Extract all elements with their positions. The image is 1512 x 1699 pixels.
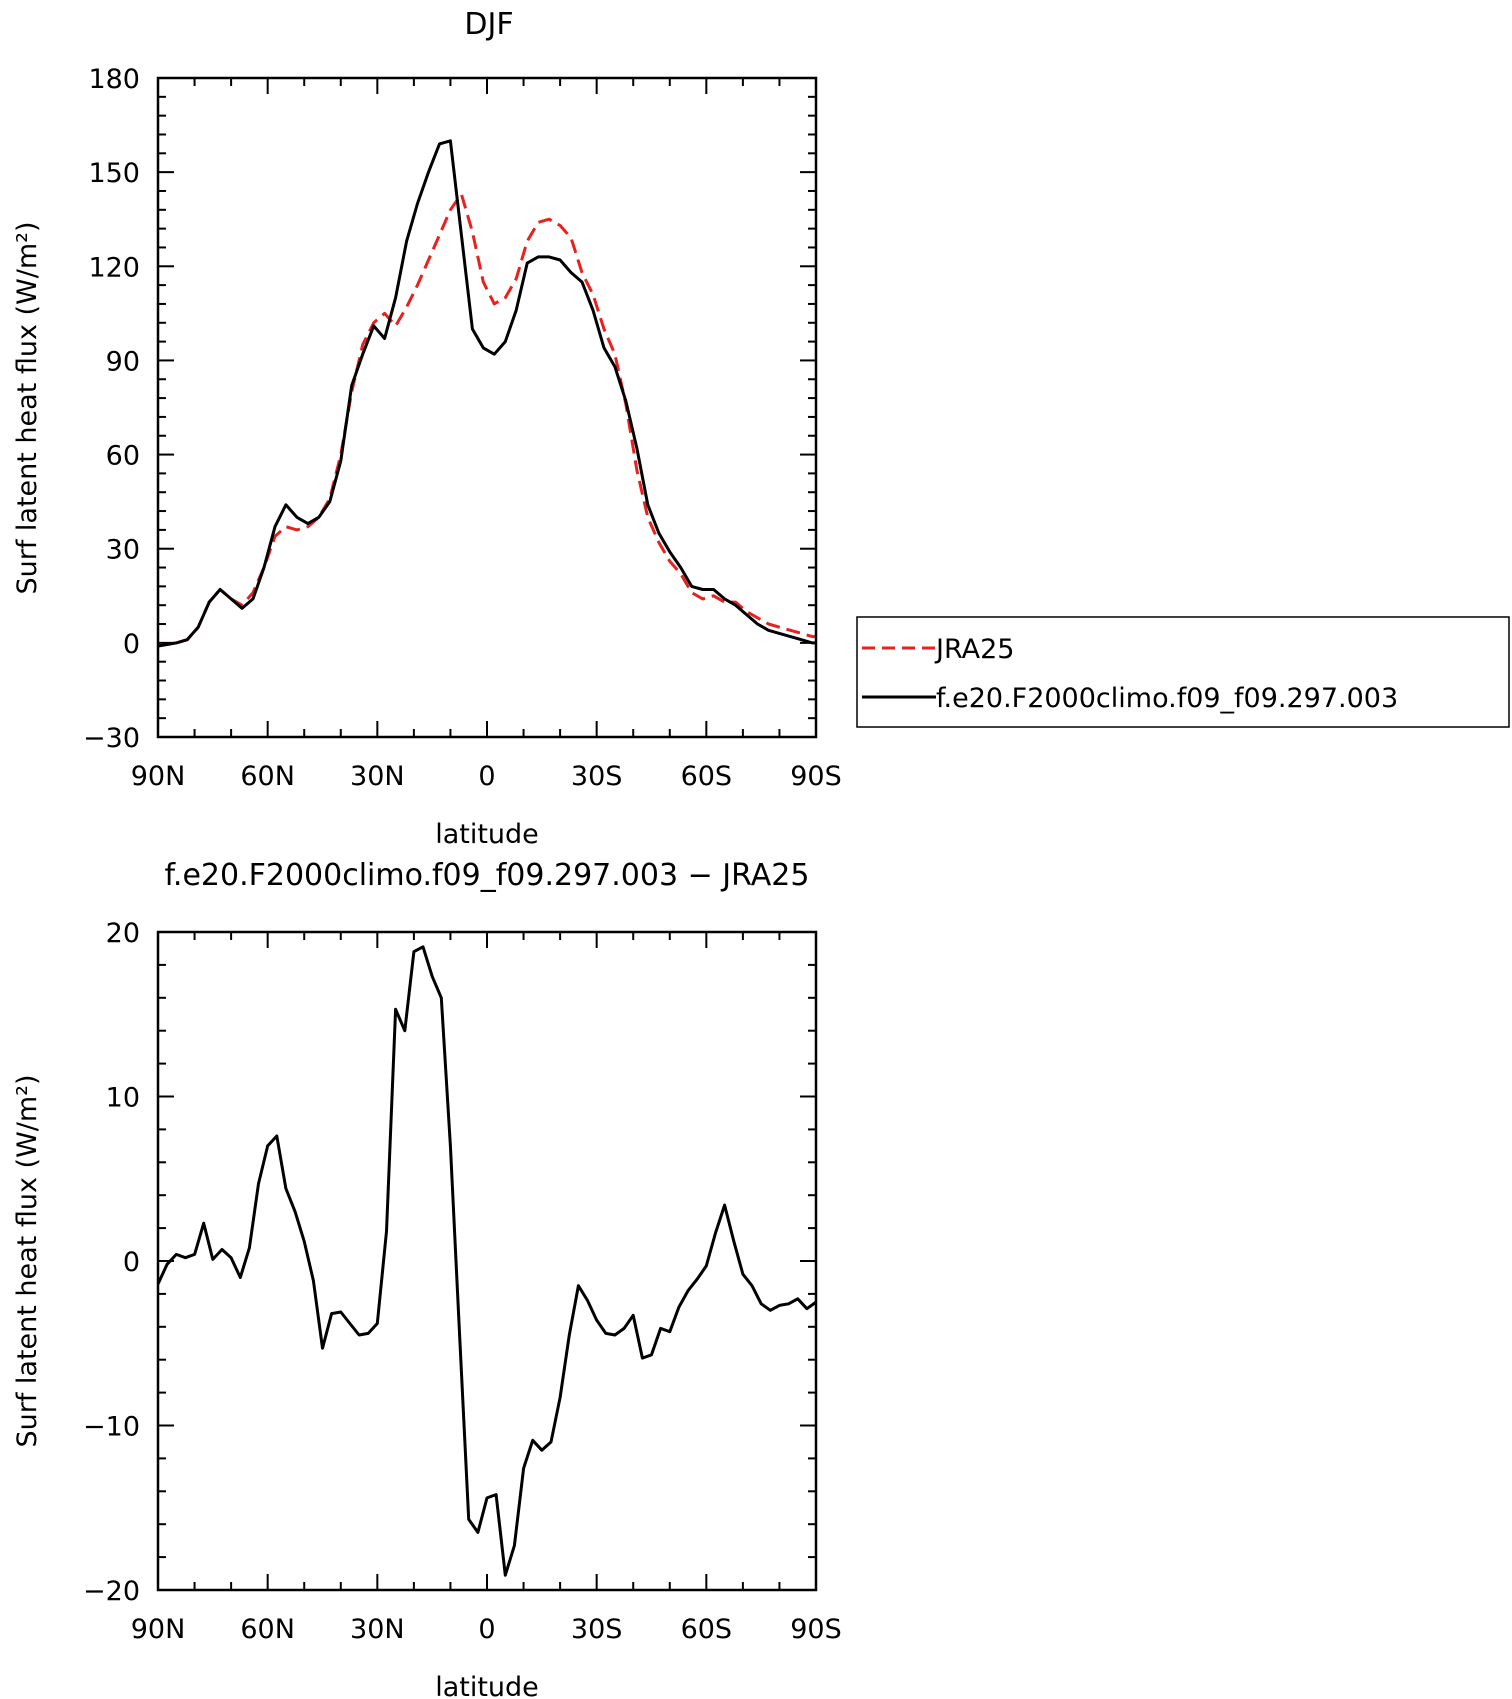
y-tick-label: 180: [88, 64, 140, 95]
y-tick-label: −30: [83, 723, 140, 754]
y-tick-label: 0: [123, 629, 140, 660]
top-chart-x-axis-label: latitude: [435, 819, 539, 850]
series-line-difference: [156, 945, 817, 1577]
legend: JRA25 f.e20.F2000climo.f09_f09.297.003: [856, 616, 1510, 728]
x-tick-label: 0: [478, 761, 495, 792]
y-tick-label: −10: [83, 1412, 140, 1443]
x-tick-label: 90N: [131, 1614, 186, 1645]
x-tick-label: 60S: [681, 761, 733, 792]
top-chart-series: [157, 139, 816, 648]
y-tick-label: 10: [106, 1083, 140, 1114]
y-tick-label: 150: [88, 158, 140, 189]
y-tick-label: 0: [123, 1247, 140, 1278]
y-tick-label: −20: [83, 1576, 140, 1607]
legend-box: [856, 616, 1510, 728]
top-chart-y-axis-label: Surf latent heat flux (W/m²): [12, 221, 43, 594]
x-tick-label: 60N: [240, 1614, 295, 1645]
y-tick-label: 20: [106, 918, 140, 949]
legend-label-model: f.e20.F2000climo.f09_f09.297.003: [936, 683, 1398, 714]
bottom-chart-series: [156, 945, 817, 1577]
top-chart-y-tick-labels: −30 0 30 60 90 120 150 180: [83, 64, 140, 754]
top-chart-panel: DJF −30 0 30 60 90 120 150 180 90N 60N 30N 0 30S 60S…: [12, 7, 842, 850]
bottom-chart-title: f.e20.F2000climo.f09_f09.297.003 − JRA25: [165, 858, 810, 893]
x-tick-label: 30S: [571, 761, 623, 792]
top-chart-title: DJF: [464, 7, 513, 42]
y-tick-label: 90: [106, 346, 140, 377]
x-tick-label: 90S: [790, 1614, 842, 1645]
x-tick-label: 30N: [350, 761, 405, 792]
y-tick-label: 60: [106, 441, 140, 472]
bottom-chart-panel: f.e20.F2000climo.f09_f09.297.003 − JRA25…: [12, 858, 842, 1699]
bottom-chart-x-tick-labels: 90N 60N 30N 0 30S 60S 90S: [131, 1614, 842, 1645]
x-tick-label: 90N: [131, 761, 186, 792]
bottom-chart-y-tick-labels: −20 −10 0 10 20: [83, 918, 140, 1607]
x-tick-label: 30S: [571, 1614, 623, 1645]
x-tick-label: 90S: [790, 761, 842, 792]
y-tick-label: 120: [88, 252, 140, 283]
x-tick-label: 60S: [681, 1614, 733, 1645]
bottom-chart-frame: [156, 930, 818, 1592]
bottom-chart-x-axis-label: latitude: [435, 1672, 539, 1699]
series-line-f-e20-f2000climo-f09-f09-297-003: [157, 139, 816, 648]
x-tick-label: 0: [478, 1614, 495, 1645]
series-line-jra25: [157, 192, 816, 648]
y-tick-label: 30: [106, 535, 140, 566]
legend-label-jra25: JRA25: [934, 634, 1014, 665]
x-tick-label: 30N: [350, 1614, 405, 1645]
bottom-chart-y-axis-label: Surf latent heat flux (W/m²): [12, 1074, 43, 1447]
top-chart-x-tick-labels: 90N 60N 30N 0 30S 60S 90S: [131, 761, 842, 792]
x-tick-label: 60N: [240, 761, 295, 792]
top-chart-frame: [156, 76, 818, 739]
